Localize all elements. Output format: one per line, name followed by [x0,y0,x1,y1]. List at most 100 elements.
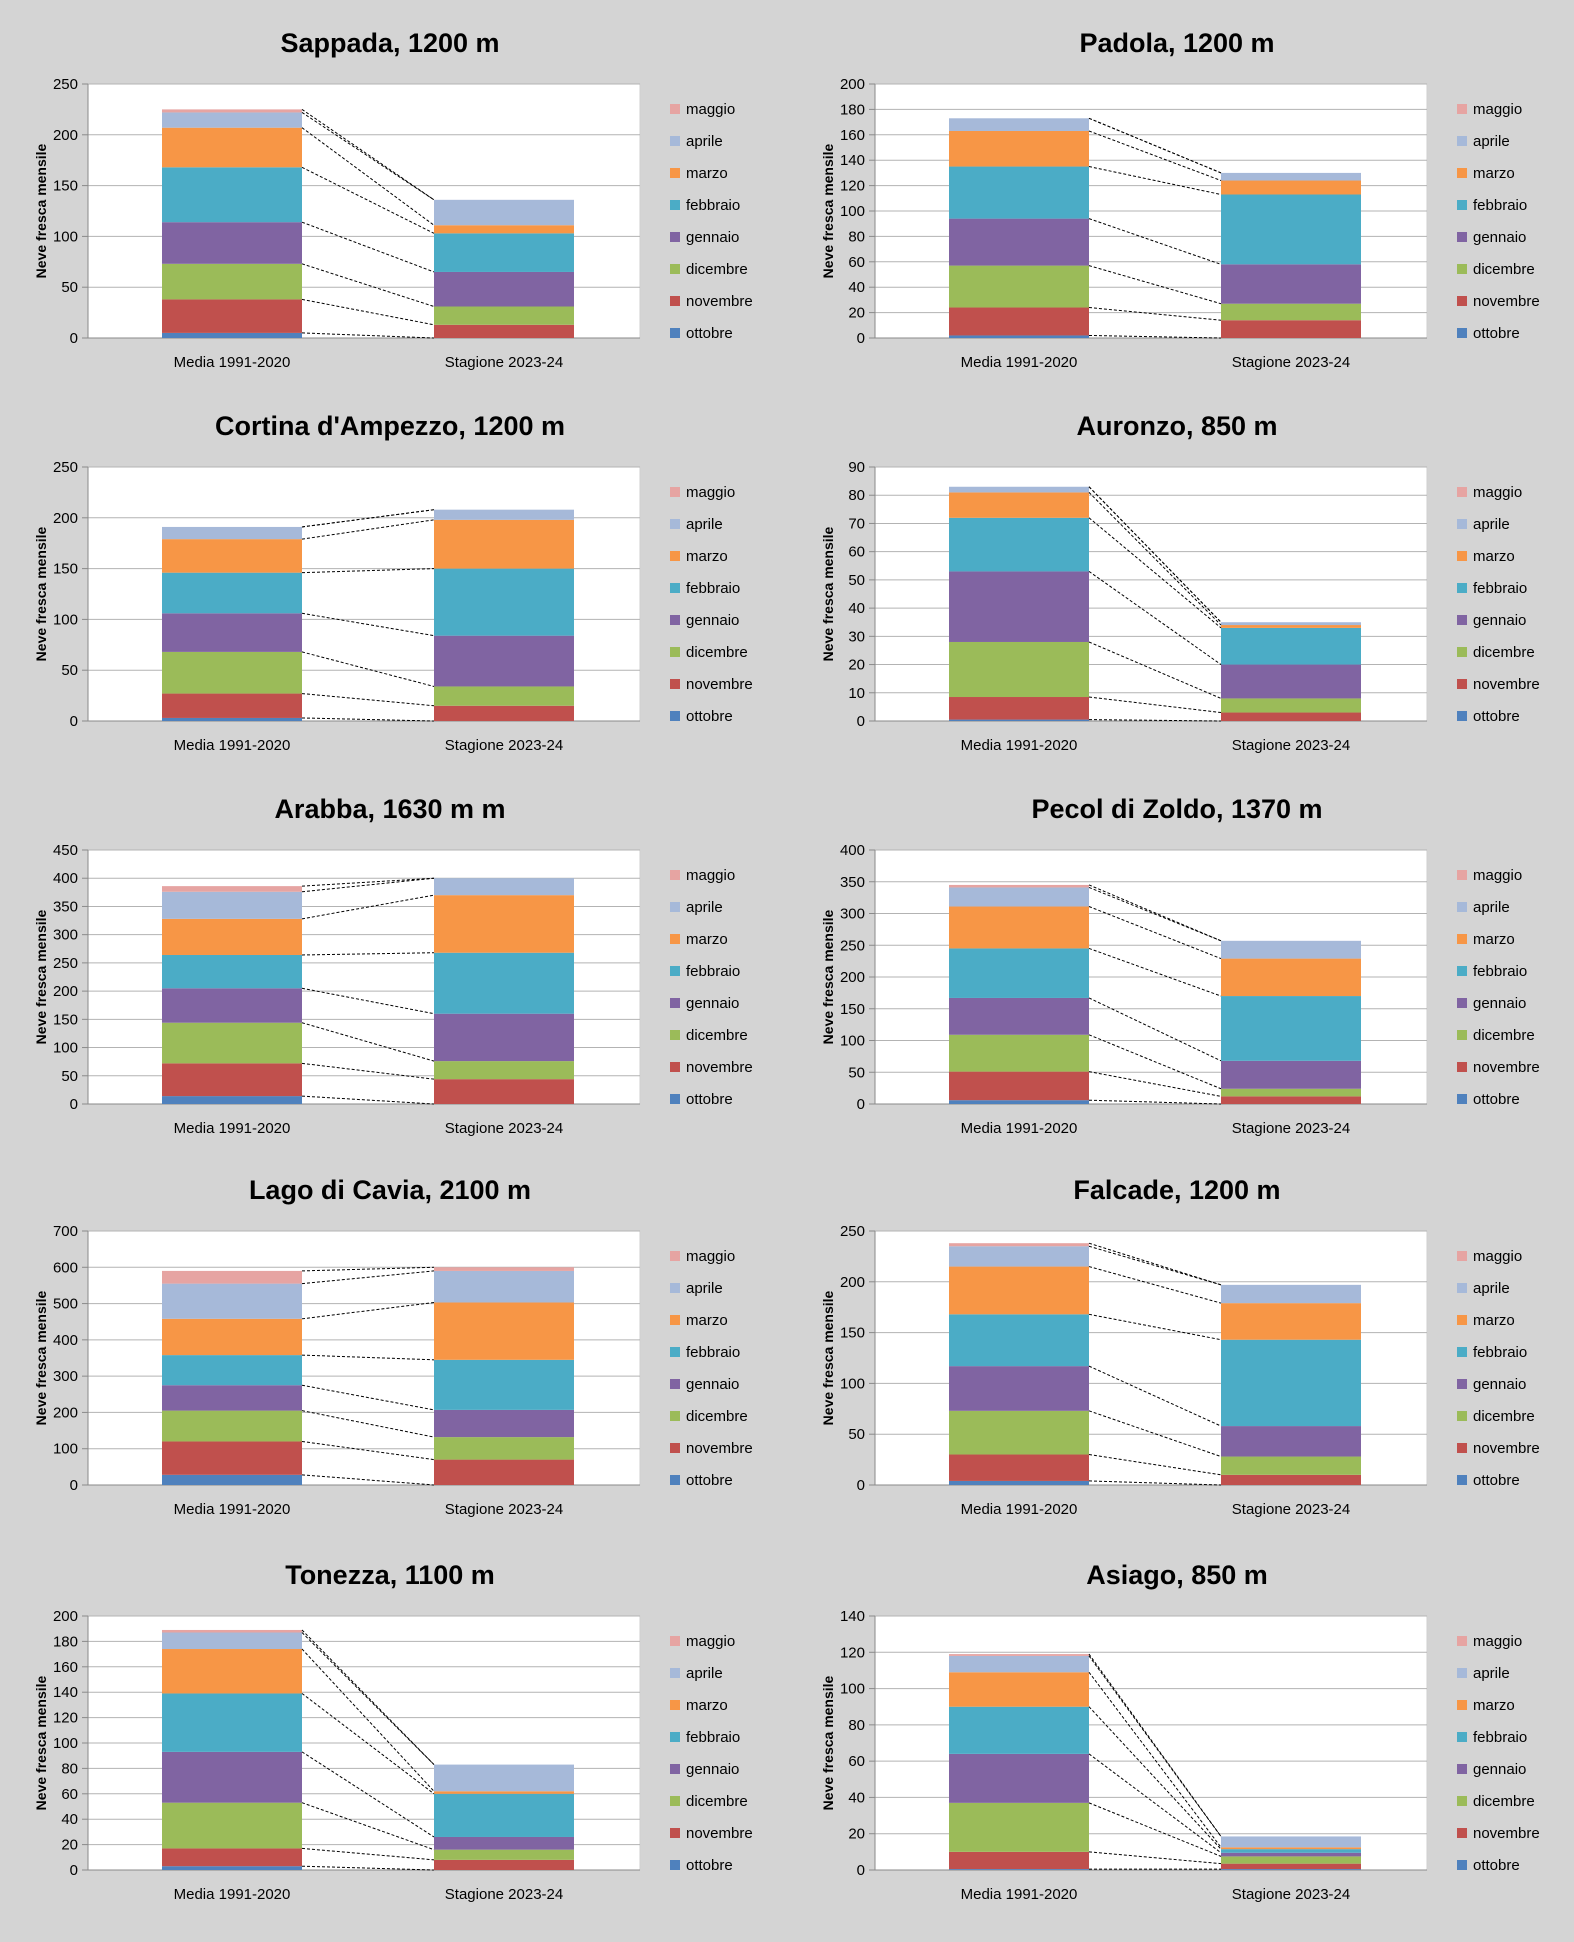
bar-segment-gennaio-media [162,988,302,1023]
y-tick-label: 20 [848,657,865,674]
x-tick-label: Stagione 2023-24 [1232,1120,1350,1137]
legend-swatch-ottobre [1457,711,1467,721]
legend-swatch-aprile [1457,136,1467,146]
legend-swatch-gennaio [1457,1379,1467,1389]
bar-segment-ottobre-media [949,719,1089,721]
connector-line-gennaio [301,221,435,273]
legend-swatch-novembre [670,1443,680,1453]
bar-segment-aprile-stagione [434,509,574,520]
connector-line-gennaio [301,987,435,1015]
bar-segment-febbraio-media [162,572,302,614]
legend-swatch-marzo [1457,1315,1467,1325]
chart-panel-falcade-1200-m: Falcade, 1200 m 0 50 100 150 200 250 Neve fresc… [787,1147,1574,1530]
chart-panel-cortina-d-ampezzo-1200-m: Cortina d'Ampezzo, 1200 m 0 50 100 150 200 250… [0,383,787,766]
connector-line-dicembre [1088,1802,1222,1857]
legend-swatch-maggio [1457,1251,1467,1261]
chart-panel-auronzo-850-m: Auronzo, 850 m 0 10 20 30 40 50 60 70 80 90 Neve fr… [787,383,1574,766]
bar-segment-gennaio-media [162,1751,302,1803]
bar-segment-marzo-stagione [1221,625,1361,628]
y-tick-label: 400 [840,842,865,859]
y-tick-label: 0 [857,1862,865,1879]
legend-label-novembre: novembre [686,1440,753,1457]
legend-swatch-febbraio [1457,1732,1467,1742]
legend-swatch-maggio [670,870,680,880]
bar-segment-dicembre-stagione [1221,303,1361,321]
legend-label-maggio: maggio [686,1248,735,1265]
y-tick-label: 120 [53,1710,78,1727]
y-tick-label: 200 [840,1274,865,1291]
connector-line-aprile [301,112,435,201]
legend-swatch-dicembre [670,1030,680,1040]
legend-swatch-novembre [670,1828,680,1838]
bar-segment-maggio-stagione [434,1267,574,1271]
bar-segment-novembre-media [949,307,1089,336]
bar-segment-maggio-media [162,1270,302,1284]
legend-label-febbraio: febbraio [1473,1729,1527,1746]
legend-swatch-maggio [1457,1636,1467,1646]
connector-line-ottobre [301,332,435,339]
legend-swatch-aprile [1457,1283,1467,1293]
legend-label-febbraio: febbraio [686,963,740,980]
y-tick-label: 150 [53,1011,78,1028]
connector-line-gennaio [1088,997,1222,1062]
bar-segment-gennaio-stagione [1221,1060,1361,1089]
legend-swatch-novembre [1457,1443,1467,1453]
y-tick-label: 40 [848,1789,865,1806]
bar-segment-maggio-media [162,886,302,892]
connector-line-marzo [301,127,435,226]
connector-line-dicembre [1088,641,1222,699]
legend-label-aprile: aprile [1473,899,1510,916]
bar-segment-aprile-media [949,887,1089,907]
bar-segment-marzo-stagione [1221,1847,1361,1850]
y-tick-label: 50 [848,572,865,589]
legend-label-marzo: marzo [1473,548,1515,565]
legend-label-novembre: novembre [1473,1825,1540,1842]
legend-label-marzo: marzo [686,1312,728,1329]
legend-label-marzo: marzo [1473,1697,1515,1714]
bar-segment-marzo-stagione [1221,958,1361,997]
y-tick-label: 150 [840,1001,865,1018]
connector-line-maggio [301,1266,435,1272]
chart-panel-padola-1200-m: Padola, 1200 m 0 20 40 60 80 100 120 140 160 180 20… [787,0,1574,383]
connector-line-marzo [301,1648,435,1792]
bar-segment-marzo-stagione [434,895,574,953]
legend-swatch-gennaio [1457,232,1467,242]
bar-segment-aprile-media [162,891,302,919]
bar-segment-dicembre-stagione [434,686,574,706]
legend-swatch-ottobre [670,1094,680,1104]
bar-segment-gennaio-stagione [1221,664,1361,699]
y-tick-label: 400 [53,870,78,887]
legend-label-gennaio: gennaio [1473,612,1526,629]
y-axis-label: Neve fresca mensile [820,909,836,1044]
legend-swatch-gennaio [670,615,680,625]
chart-panel-arabba-1630-m-m: Arabba, 1630 m m 0 50 100 150 200 250 300 350 400… [0,766,787,1149]
connector-line-dicembre [301,1022,435,1062]
legend-label-ottobre: ottobre [686,1472,733,1489]
bar-segment-novembre-stagione [1221,712,1361,721]
y-tick-label: 0 [857,330,865,347]
bar-segment-aprile-media [162,1632,302,1650]
y-tick-label: 300 [53,927,78,944]
y-tick-label: 500 [53,1296,78,1313]
connector-line-ottobre [1088,1099,1222,1105]
y-tick-label: 30 [848,628,865,645]
x-tick-label: Stagione 2023-24 [1232,354,1350,371]
legend-label-marzo: marzo [686,931,728,948]
bar-segment-aprile-stagione [1221,172,1361,181]
y-tick-label: 200 [840,76,865,93]
bar-segment-gennaio-media [949,997,1089,1035]
y-tick-label: 160 [53,1659,78,1676]
legend-swatch-aprile [670,1668,680,1678]
legend-label-febbraio: febbraio [1473,197,1527,214]
bar-segment-febbraio-media [162,1355,302,1386]
connector-line-maggio [1088,117,1222,174]
connector-line-novembre [1088,1071,1222,1097]
legend-swatch-gennaio [670,998,680,1008]
y-tick-label: 100 [840,1375,865,1392]
chart-title: Pecol di Zoldo, 1370 m [1031,794,1322,824]
connector-line-febbraio [1088,1706,1222,1850]
bar-segment-febbraio-stagione [1221,1849,1361,1853]
connector-line-dicembre [1088,265,1222,305]
legend-swatch-ottobre [1457,1475,1467,1485]
connector-line-novembre [1088,307,1222,321]
